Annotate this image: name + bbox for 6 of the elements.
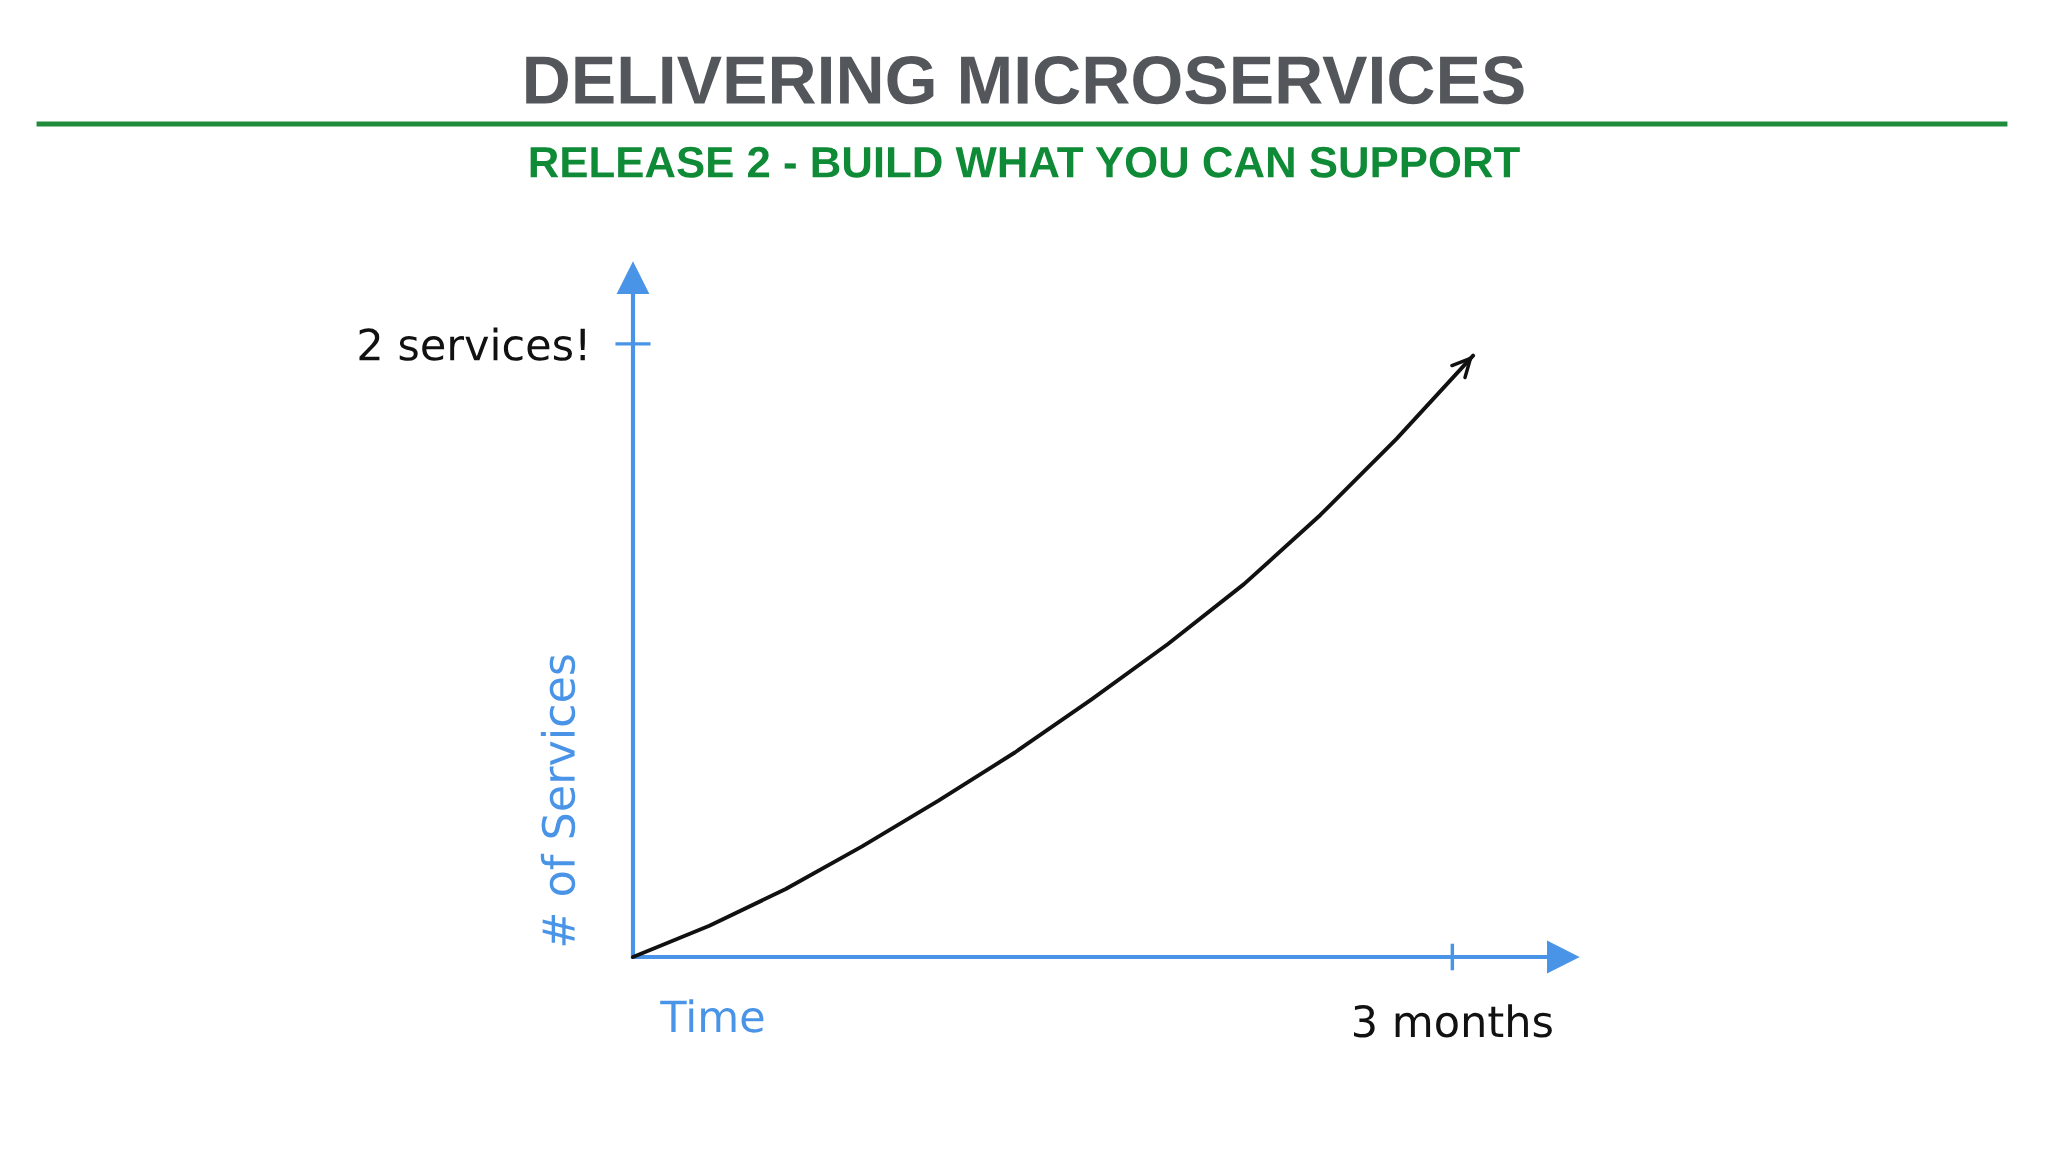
chart-subtitle: RELEASE 2 - BUILD WHAT YOU CAN SUPPORT xyxy=(530,146,1520,178)
text: 3 months xyxy=(1353,1004,1552,1038)
chart-title: DELIVERING MICROSERVICES xyxy=(526,56,1524,105)
y-axis-title: # of Services xyxy=(540,655,576,946)
x-axis-title: Time xyxy=(660,999,764,1033)
text: 2 services! xyxy=(359,327,585,361)
